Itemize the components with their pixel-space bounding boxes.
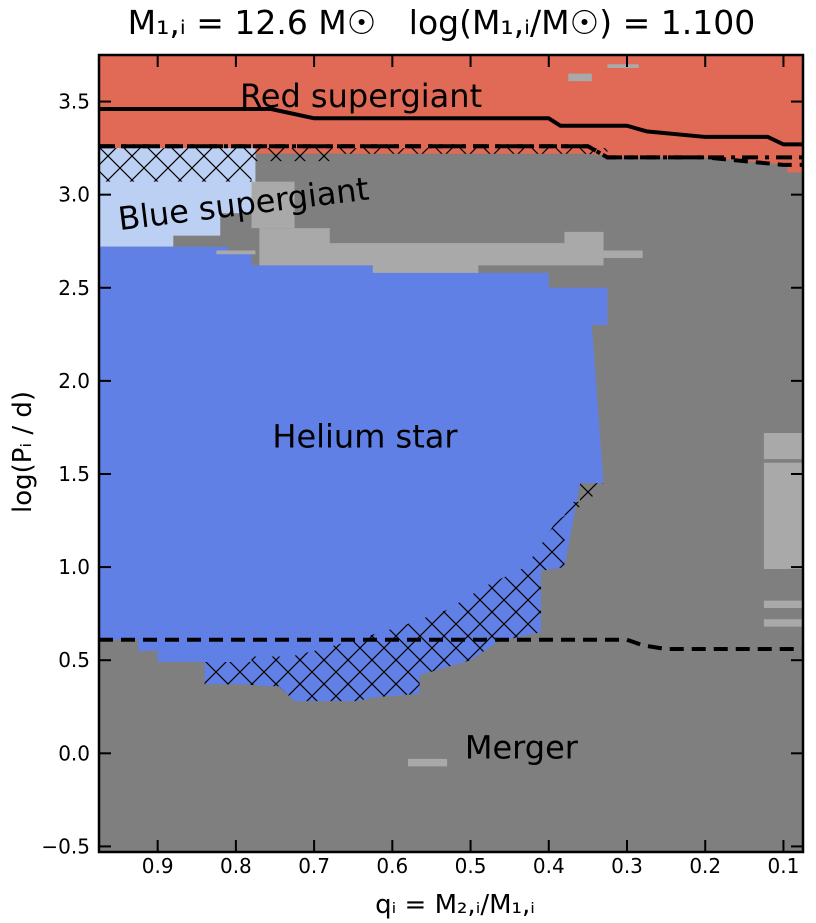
y-tick-label-4: 1.5 xyxy=(58,462,90,486)
chart-title-right: log(M₁,ᵢ/M☉) = 1.100 xyxy=(409,3,755,42)
x-tick-label-2: 0.7 xyxy=(298,854,330,878)
y-tick-label-3: 1.0 xyxy=(58,555,90,579)
region-other-6 xyxy=(216,250,256,255)
x-tick-label-5: 0.4 xyxy=(533,854,565,878)
x-tick-label-6: 0.3 xyxy=(611,854,643,878)
y-axis-label: log(Pᵢ / d) xyxy=(8,391,38,513)
x-tick-label-4: 0.5 xyxy=(455,854,487,878)
x-tick-label-1: 0.8 xyxy=(220,854,252,878)
x-tick-label-0: 0.9 xyxy=(142,854,174,878)
x-axis-label: qᵢ = M₂,ᵢ/M₁,ᵢ xyxy=(375,890,535,920)
y-tick-label-0: −0.5 xyxy=(41,834,90,858)
region-helium-star-3 xyxy=(99,246,608,702)
hatched-region-1 xyxy=(204,483,604,702)
region-label-merger: Merger xyxy=(465,729,579,767)
x-tick-label-8: 0.1 xyxy=(768,854,800,878)
y-tick-label-8: 3.5 xyxy=(58,90,90,114)
boundary-line-dashed-3 xyxy=(99,637,803,652)
boundary-line-dashdot-2 xyxy=(99,144,803,160)
region-other-8 xyxy=(407,758,448,767)
y-tick-label-6: 2.5 xyxy=(58,276,90,300)
chart-title-left: M₁,ᵢ = 12.6 M☉ xyxy=(128,3,377,42)
axes-layer: 0.9 0.8 0.7 0.6 0.5 0.4 0.3 0.2 0.1 −0.5 0.0 0.5 1.0… xyxy=(41,53,805,878)
y-tick-label-2: 0.5 xyxy=(58,648,90,672)
region-label-red-supergiant: Red supergiant xyxy=(240,77,482,115)
region-other-5 xyxy=(251,181,295,229)
hatched-region-0 xyxy=(99,148,608,182)
region-other-12 xyxy=(763,462,803,569)
y-tick-label-5: 2.0 xyxy=(58,369,90,393)
region-other-4 xyxy=(259,228,604,273)
plot-area xyxy=(99,55,803,852)
region-other-14 xyxy=(763,619,803,627)
x-tick-label-3: 0.6 xyxy=(376,854,408,878)
region-other-10 xyxy=(607,64,639,69)
region-other-11 xyxy=(763,433,803,460)
x-tick-label-7: 0.2 xyxy=(689,854,721,878)
region-other-7 xyxy=(603,250,643,258)
region-other-13 xyxy=(763,600,803,609)
y-tick-label-7: 3.0 xyxy=(58,183,90,207)
y-tick-label-1: 0.0 xyxy=(58,741,90,765)
region-label-helium-star: Helium star xyxy=(272,418,458,456)
boundary-line-solid-0 xyxy=(99,107,803,147)
plot-frame xyxy=(97,53,805,854)
region-other-9 xyxy=(568,73,592,82)
